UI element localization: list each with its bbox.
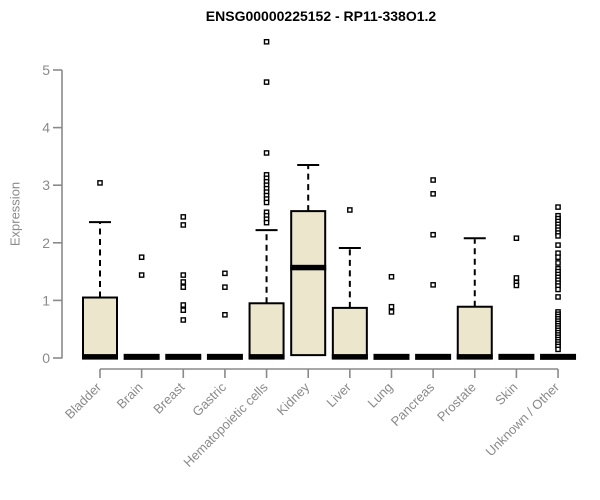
outlier-point [180, 279, 187, 285]
outlier-point [555, 242, 561, 248]
outlier-point [347, 207, 353, 213]
x-tick-label: Liver [323, 379, 354, 410]
outlier-point [555, 204, 561, 210]
outlier-point [138, 272, 145, 278]
y-tick-label: 2 [42, 235, 50, 251]
outlier-point [555, 286, 561, 293]
outlier-point [513, 275, 520, 281]
outlier-point [222, 270, 228, 277]
outlier-point [222, 312, 228, 318]
median-line [331, 354, 368, 360]
outlier-point [180, 284, 187, 290]
outlier-point [263, 150, 270, 156]
median-line-lung [373, 353, 410, 360]
box-liver [331, 306, 368, 359]
outlier-point [263, 38, 270, 45]
outlier-point [263, 199, 270, 206]
y-tick-label: 3 [42, 177, 50, 193]
box-bladder [82, 296, 118, 359]
median-line-gastric [206, 353, 243, 360]
x-tick-label: Gastric [189, 379, 229, 419]
chart-title: ENSG00000225152 - RP11-338O1.2 [205, 8, 437, 24]
outlier-point [513, 235, 520, 241]
outlier-point [513, 282, 520, 289]
x-tick-label: Breast [150, 379, 187, 416]
outlier-point [555, 254, 561, 261]
outlier-point [388, 309, 395, 315]
median-line [248, 354, 285, 360]
x-tick-label: Lung [365, 380, 396, 411]
box-prostate [456, 305, 493, 359]
box-kidney [290, 210, 327, 357]
outlier-point [388, 273, 395, 280]
x-tick-label: Brain [114, 380, 146, 412]
outlier-point [388, 303, 395, 310]
outlier-point [555, 233, 561, 239]
outlier-point [180, 222, 187, 228]
outlier-point [263, 219, 270, 226]
outlier-point [180, 307, 187, 313]
outlier-point [97, 180, 103, 186]
outlier-point [555, 294, 561, 300]
x-tick-label: Bladder [62, 379, 105, 422]
outlier-point [180, 317, 187, 323]
x-tick-label: Prostate [434, 380, 479, 425]
median-line [290, 264, 327, 271]
median-line-unknown-other [540, 353, 577, 360]
median-line-skin [498, 353, 535, 360]
median-line [82, 354, 118, 360]
outlier-point [430, 191, 436, 197]
outlier-point [138, 254, 145, 261]
median-line [456, 354, 493, 360]
x-tick-label: Kidney [274, 379, 313, 418]
y-tick-label: 5 [42, 62, 50, 78]
y-tick-label: 1 [42, 292, 50, 308]
outlier-point [430, 282, 436, 288]
outlier-point [222, 284, 228, 290]
y-tick-label: 4 [42, 120, 50, 136]
outlier-point [180, 272, 187, 278]
outlier-point [180, 302, 187, 308]
outlier-point [430, 177, 436, 183]
median-line-breast [165, 353, 202, 360]
x-tick-label: Pancreas [388, 379, 438, 429]
x-tick-label: Unknown / Other [483, 379, 563, 459]
median-line-pancreas [415, 353, 452, 360]
median-line-brain [123, 353, 160, 360]
outlier-point [555, 260, 561, 266]
outlier-point [180, 214, 187, 220]
outlier-point [263, 79, 270, 85]
outlier-point [430, 231, 436, 238]
outlier-point [555, 346, 561, 353]
x-tick-label: Skin [492, 380, 520, 408]
box-hematopoietic-cells [248, 302, 285, 359]
y-tick-label: 0 [42, 350, 50, 366]
